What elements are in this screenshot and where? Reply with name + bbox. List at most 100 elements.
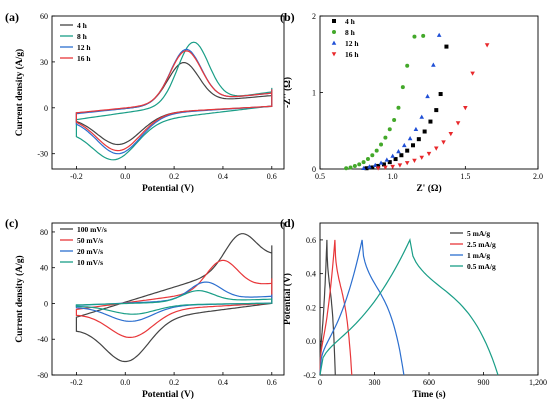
panel-b-data-point <box>396 105 401 110</box>
panel-b-y-axis-label: -Z'' (Ω) <box>282 77 293 108</box>
panel-d-legend-label: 1 mA/g <box>467 251 490 260</box>
panel-b-data-point <box>405 63 410 68</box>
panel-c-y-tick-label: -40 <box>37 335 48 344</box>
panel-b-data-point <box>378 160 384 165</box>
panel-b-data-point <box>404 161 410 166</box>
panel-d-y-tick-label: 0.0 <box>306 337 316 346</box>
panel-c-x-tick-label: -0.2 <box>70 378 83 387</box>
panel-b-data-point <box>383 165 388 170</box>
panel-c-legend-label: 20 mV/s <box>77 247 103 256</box>
panel-c-legend-label: 100 mV/s <box>77 225 107 234</box>
panel-c-chart: -0.2 0.0 0.2 0.4 0.6 -80 -40 0 40 80 Potential (V)… <box>14 222 285 400</box>
panel-c-y-tick-label: 0 <box>44 299 48 308</box>
panel-b-data-point <box>370 153 375 158</box>
panel-b-data-point <box>390 164 395 170</box>
panel-b-legend-marker <box>332 19 336 23</box>
panel-b-data-point <box>407 136 413 141</box>
panel-a-series-line <box>75 50 273 152</box>
panel-c-legend-label: 10 mV/s <box>77 258 103 267</box>
panel-a-letter: (a) <box>5 10 19 24</box>
panel-d-y-axis-label: Potential (V) <box>282 273 293 325</box>
panel-b-data-point <box>352 163 357 168</box>
panel-c-x-tick-label: 0.2 <box>169 378 179 387</box>
panel-b-data-point <box>434 108 439 113</box>
panel-b-data-point <box>357 162 362 167</box>
panel-d-frame <box>319 222 539 376</box>
panel-b-data-point <box>419 114 425 119</box>
panel-b-data-point <box>379 142 384 147</box>
panel-b-data-point <box>381 162 386 167</box>
panel-b-data-point <box>372 162 378 167</box>
panel-b-data-point <box>387 127 392 132</box>
panel-b-data-point <box>441 140 446 145</box>
panel-a-series-line <box>75 62 273 146</box>
panel-b-data-point <box>421 33 426 38</box>
panel-b-data-point <box>428 119 433 124</box>
panel-b-data-point <box>387 160 392 165</box>
panel-c-y-tick-label: -80 <box>37 371 48 380</box>
panel-b-data-point <box>400 85 405 90</box>
panel-c-series-line <box>75 289 273 315</box>
panel-c-x-tick-label: 0.0 <box>120 378 130 387</box>
panel-b-data-point <box>367 164 372 169</box>
panel-b-data-point <box>431 62 436 67</box>
panel-a-x-axis-label: Potential (V) <box>142 183 194 194</box>
panel-d-series-line <box>319 239 405 376</box>
panel-a-x-tick-label: 0.6 <box>267 172 277 181</box>
panel-b-data-point <box>419 155 425 160</box>
panel-c-series-line <box>75 281 273 322</box>
panel-a-legend-label: 16 h <box>77 54 91 63</box>
panel-b-data-point <box>370 165 375 170</box>
panel-d-y-tick-label: 0.2 <box>306 303 316 312</box>
panel-a-x-tick-label: -0.2 <box>70 172 83 181</box>
panel-d-y-tick-label: 0.6 <box>306 236 316 245</box>
panel-c-x-tick-label: 0.6 <box>267 378 277 387</box>
panel-d-x-tick-label: 900 <box>478 378 490 387</box>
panel-b-data-point <box>411 143 416 148</box>
panel-a-chart: -0.2 0.0 0.2 0.4 0.6 -30 0 30 60 Potential (V) Cur… <box>14 12 285 194</box>
panel-d-series-line <box>319 239 353 376</box>
panel-b-data-point <box>361 160 366 165</box>
panel-b-data-point <box>365 157 370 162</box>
panel-b-y-tick-label: 0 <box>312 165 316 174</box>
panel-b-data-point <box>397 163 403 168</box>
panel-b-data-point <box>393 157 398 162</box>
panel-b-legend-label: 4 h <box>345 17 356 26</box>
panel-b-data-point <box>416 137 421 142</box>
panel-d-y-tick-label: 0.4 <box>306 270 316 279</box>
panel-d-legend-label: 0.5 mA/g <box>467 262 496 271</box>
panel-b-x-axis-label: Z' (Ω) <box>416 183 441 194</box>
panel-b-legend-label: 12 h <box>345 39 359 48</box>
panel-b-legend-label: 8 h <box>345 28 356 37</box>
panel-b-x-tick-label: 2.0 <box>533 172 543 181</box>
panel-a-x-tick-label: 0.2 <box>169 172 179 181</box>
panel-b-data-point <box>412 158 417 163</box>
panel-b-data-point <box>399 153 404 158</box>
panel-c-y-tick-label: 80 <box>40 228 48 237</box>
panel-b-x-tick-label: 1.5 <box>460 172 470 181</box>
panel-b-legend-label: 16 h <box>345 50 359 59</box>
panel-b-x-tick-label: 1.0 <box>388 172 398 181</box>
panel-b-y-tick-label: 2 <box>312 12 316 21</box>
panel-b-data-point <box>436 32 442 37</box>
panel-c-x-tick-label: 0.4 <box>218 378 228 387</box>
panel-b-data-point <box>344 166 349 171</box>
panel-d-x-tick-label: 300 <box>369 378 381 387</box>
panel-a-y-tick-label: 0 <box>44 104 48 113</box>
panel-b-data-point <box>426 151 432 157</box>
panel-a-legend-label: 12 h <box>77 43 91 52</box>
panel-b-data-point <box>396 149 401 154</box>
panel-d-chart: 0 300 600 900 1,200 -0.2 0.0 0.2 0.4 0.6 Time (s) P… <box>282 222 547 400</box>
panel-b-data-point <box>425 93 430 99</box>
panel-a-y-axis-label: Current density (A/g) <box>14 49 25 136</box>
panel-b-data-point <box>412 34 417 39</box>
panel-a-y-tick-label: 60 <box>40 12 48 21</box>
panel-b-chart: 0.5 1.0 1.5 2.0 0 1 2 Z' (Ω) -Z'' (Ω) 4 h 8 h 12 h 1… <box>282 12 543 194</box>
panel-b-data-point <box>463 106 468 111</box>
panel-d-x-tick-label: 0 <box>318 378 322 387</box>
panel-b-data-point <box>390 153 395 158</box>
panel-b-legend-marker <box>331 52 337 57</box>
panel-b-letter: (b) <box>280 10 295 24</box>
panel-b-data-point <box>348 165 353 170</box>
